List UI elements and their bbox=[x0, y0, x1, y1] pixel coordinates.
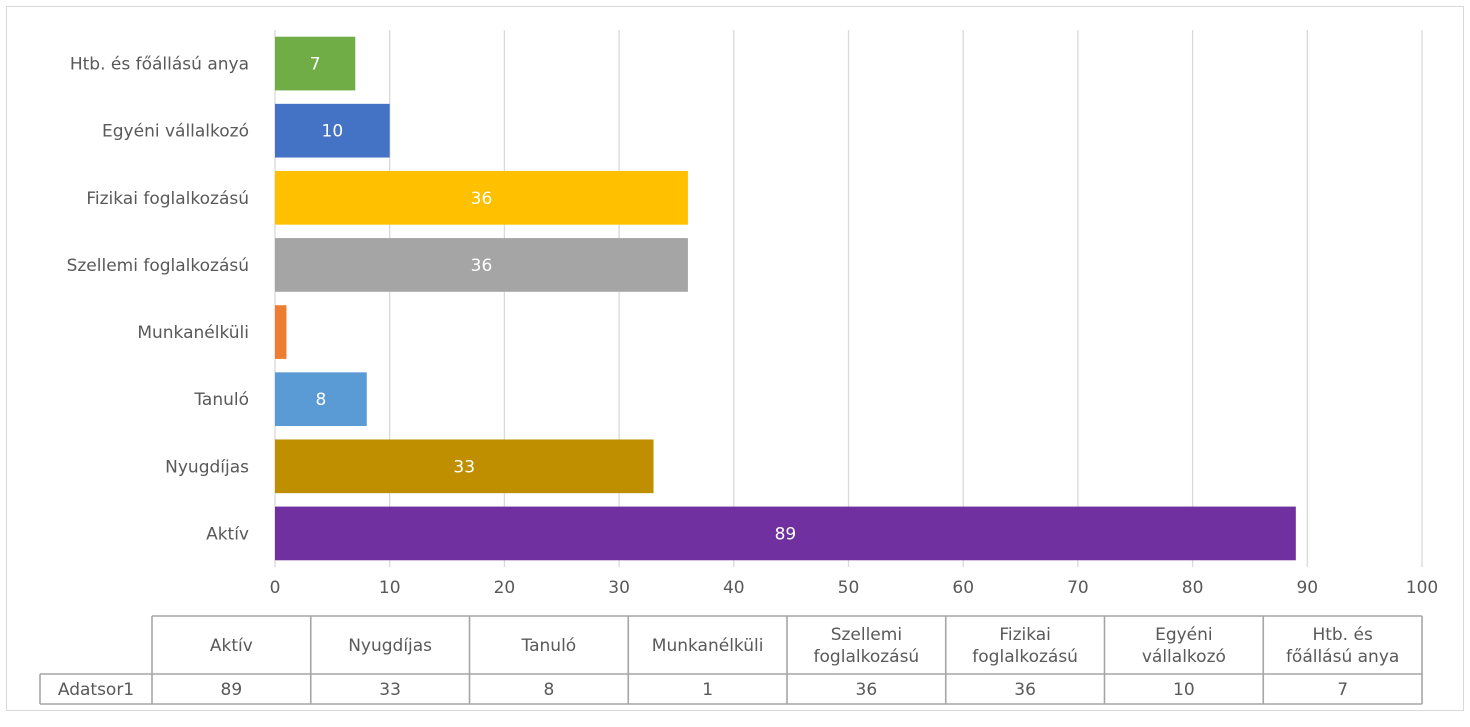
bars: 89 33 8 36 36 10 7 bbox=[275, 36, 1296, 561]
x-axis-ticks: 0 10 20 30 40 50 60 70 80 90 100 bbox=[270, 578, 1439, 598]
table-value-cell: 10 bbox=[1173, 680, 1195, 700]
bar bbox=[275, 36, 356, 91]
table-header-cell: Tanuló bbox=[521, 636, 577, 656]
category-label: Aktív bbox=[206, 524, 249, 544]
table-value-cell: 7 bbox=[1337, 680, 1348, 700]
data-table: Aktív 89 Nyugdíjas 33 Tanuló 8 Munkanélküli 1 Sz… bbox=[39, 615, 1423, 705]
bar bbox=[275, 170, 688, 225]
bar-value-label: 8 bbox=[315, 390, 326, 410]
table-header-cell: Nyugdíjas bbox=[348, 636, 432, 656]
x-tick-label: 30 bbox=[608, 578, 630, 598]
bar-value-label: 33 bbox=[453, 457, 475, 477]
bar-value-label: 36 bbox=[471, 256, 493, 276]
table-header-cell: Egyéni vállalkozó bbox=[1142, 625, 1226, 667]
category-label: Htb. és főállású anya bbox=[70, 55, 249, 75]
bar-value-label: 89 bbox=[775, 524, 797, 544]
bar-value-label: 7 bbox=[310, 55, 321, 75]
bar bbox=[275, 238, 688, 292]
bar bbox=[275, 506, 1296, 561]
table-value-cell: 1 bbox=[702, 680, 713, 700]
category-label: Szellemi foglalkozású bbox=[67, 256, 249, 276]
table-value-cell: 33 bbox=[379, 680, 401, 700]
table-value-cell: 8 bbox=[543, 680, 554, 700]
x-tick-label: 60 bbox=[952, 578, 974, 598]
bar bbox=[275, 372, 367, 427]
table-header-cell: Fizikai foglalkozású bbox=[972, 625, 1078, 667]
x-tick-label: 10 bbox=[379, 578, 401, 598]
table-header-cell: Szellemi foglalkozású bbox=[814, 625, 920, 667]
table-value-cell: 89 bbox=[221, 680, 243, 700]
bar bbox=[275, 439, 654, 494]
bar-value-label: 36 bbox=[471, 189, 493, 209]
chart-frame bbox=[6, 6, 1464, 711]
bar-value-label: 10 bbox=[322, 122, 344, 142]
category-label: Tanuló bbox=[193, 390, 249, 410]
x-tick-label: 80 bbox=[1182, 578, 1204, 598]
table-header-cell: Aktív bbox=[210, 636, 253, 656]
category-label: Munkanélküli bbox=[137, 323, 249, 343]
x-tick-label: 50 bbox=[838, 578, 860, 598]
table-row-label: Adatsor1 bbox=[58, 680, 134, 700]
x-tick-label: 40 bbox=[723, 578, 745, 598]
table-value-cell: 36 bbox=[856, 680, 878, 700]
x-tick-label: 0 bbox=[270, 578, 281, 598]
x-tick-label: 20 bbox=[494, 578, 516, 598]
category-label: Nyugdíjas bbox=[165, 457, 249, 477]
bar bbox=[275, 305, 287, 359]
x-tick-label: 100 bbox=[1406, 578, 1438, 598]
category-label: Fizikai foglalkozású bbox=[86, 189, 249, 209]
table-header-cell: Munkanélküli bbox=[652, 636, 764, 656]
x-tick-label: 90 bbox=[1296, 578, 1318, 598]
table-value-cell: 36 bbox=[1014, 680, 1036, 700]
table-header-cell: Htb. és főállású anya bbox=[1286, 625, 1399, 667]
category-labels: Aktív Nyugdíjas Tanuló Munkanélküli Szellemi… bbox=[67, 55, 250, 545]
x-tick-label: 70 bbox=[1067, 578, 1089, 598]
category-label: Egyéni vállalkozó bbox=[102, 122, 249, 142]
bar bbox=[275, 103, 390, 158]
